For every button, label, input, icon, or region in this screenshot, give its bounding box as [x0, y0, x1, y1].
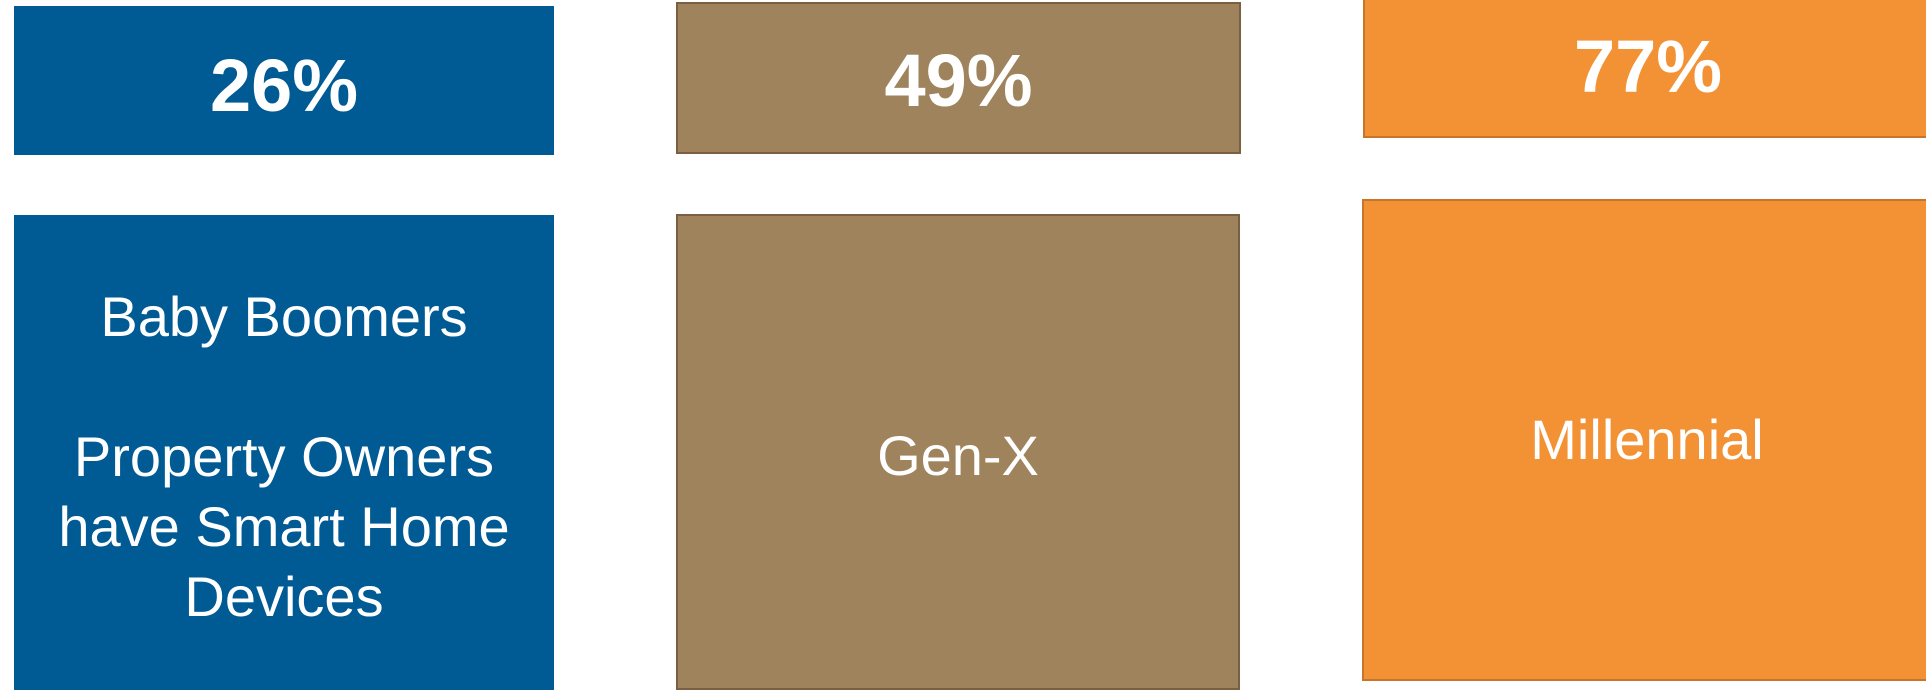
millennial-percent: 77%: [1573, 25, 1723, 108]
boomers-percent-box: 26%: [14, 6, 554, 155]
genx-label-box: Gen-X: [676, 214, 1240, 690]
boomers-percent: 26%: [209, 43, 359, 127]
millennial-label-box: Millennial: [1362, 199, 1926, 681]
boomers-label: Baby Boomers Property Owners have Smart …: [58, 284, 510, 628]
millennial-label: Millennial: [1530, 408, 1764, 471]
genx-percent: 49%: [884, 39, 1033, 122]
genx-percent-box: 49%: [676, 2, 1241, 154]
boomers-label-box: Baby Boomers Property Owners have Smart …: [14, 215, 554, 690]
genx-label: Gen-X: [877, 424, 1039, 487]
millennial-percent-box: 77%: [1363, 0, 1926, 138]
